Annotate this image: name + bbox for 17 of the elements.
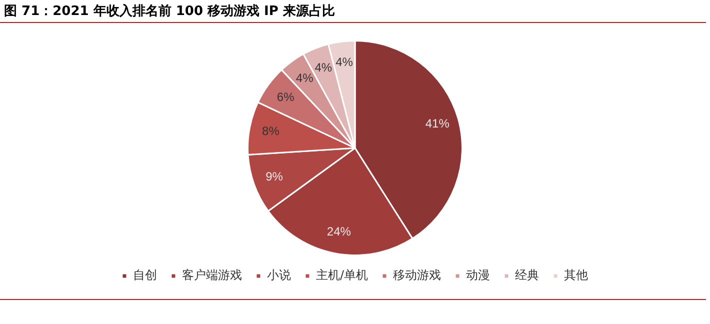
legend-label: 移动游戏 bbox=[393, 268, 442, 282]
legend-label: 主机/单机 bbox=[316, 268, 368, 282]
data-label: 6% bbox=[276, 90, 295, 104]
legend-label: 小说 bbox=[266, 268, 291, 282]
data-label: 4% bbox=[296, 70, 314, 85]
chart-title: 图 71：2021 年收入排名前 100 移动游戏 IP 来源占比 bbox=[4, 2, 335, 20]
legend-label: 自创 bbox=[132, 268, 157, 282]
data-label: 4% bbox=[314, 60, 332, 75]
data-label: 41% bbox=[425, 116, 450, 130]
legend-label: 经典 bbox=[515, 268, 540, 282]
data-label: 24% bbox=[326, 224, 352, 239]
data-label: 4% bbox=[336, 55, 354, 70]
legend-label: 客户端游戏 bbox=[182, 268, 242, 282]
data-label: 9% bbox=[266, 169, 284, 184]
legend-label: 动漫 bbox=[466, 268, 490, 282]
legend-label: 其他 bbox=[564, 268, 588, 282]
data-label: 8% bbox=[262, 124, 280, 138]
